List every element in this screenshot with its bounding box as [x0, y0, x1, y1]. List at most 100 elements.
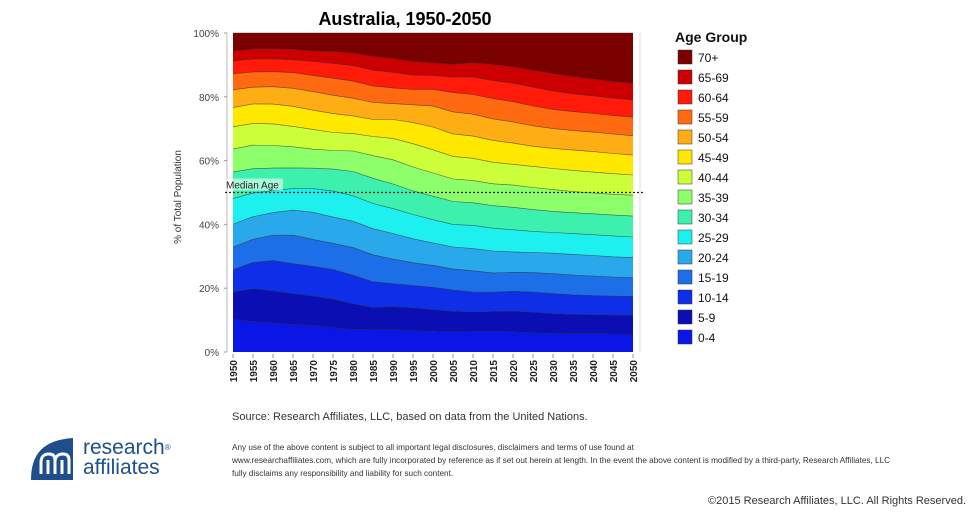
boundary-0-4 — [232, 319, 633, 335]
area-55-59 — [233, 71, 633, 136]
boundary-55-59 — [232, 71, 634, 118]
legend-label-25-29: 25-29 — [698, 231, 729, 245]
research-affiliates-logo: research® affiliates — [27, 434, 187, 486]
logo-line-2: affiliates — [83, 456, 160, 479]
legend-label-0-4: 0-4 — [698, 331, 716, 345]
legend-label-5-9: 5-9 — [698, 311, 716, 325]
boundary-15-19 — [232, 234, 634, 278]
legend-swatch-0-4 — [677, 329, 693, 345]
legend-swatch-40-44 — [677, 169, 693, 185]
legend-label-30-34: 30-34 — [698, 211, 729, 225]
area-70+ — [233, 33, 633, 84]
boundary-5-9 — [232, 288, 634, 316]
legend-label-35-39: 35-39 — [698, 191, 729, 205]
legend-title: Age Group — [675, 29, 747, 45]
legend-label-15-19: 15-19 — [698, 271, 729, 285]
legend: Age Group 70+ 65-69 60-64 55-59 50-54 45-49 40… — [675, 29, 747, 345]
area-30-34 — [233, 167, 633, 237]
x-tick-label: 1990 — [389, 360, 400, 383]
boundary-45-49 — [232, 103, 634, 156]
area-40-44 — [233, 123, 633, 196]
legend-swatch-50-54 — [677, 129, 693, 145]
y-tick-label: 40% — [199, 220, 219, 231]
x-tick-label: 1975 — [329, 360, 340, 383]
x-tick-label: 1985 — [369, 360, 380, 383]
x-tick-label: 2040 — [589, 360, 600, 383]
legend-label-50-54: 50-54 — [698, 131, 729, 145]
legend-swatch-70+ — [677, 49, 693, 65]
legend-label-20-24: 20-24 — [698, 251, 729, 265]
area-25-29 — [233, 188, 633, 258]
legend-label-55-59: 55-59 — [698, 111, 729, 125]
boundary-40-44 — [232, 123, 634, 176]
boundary-30-34 — [232, 167, 634, 217]
boundary-50-54 — [232, 86, 634, 137]
y-tick-label: 80% — [199, 93, 219, 104]
source-note: Source: Research Affiliates, LLC, based … — [232, 411, 588, 423]
disclaimer-line-3: fully disclaims any responsibility and l… — [232, 469, 454, 478]
legend-swatch-30-34 — [677, 209, 693, 225]
legend-swatch-15-19 — [677, 269, 693, 285]
boundary-65-69 — [232, 48, 634, 84]
x-tick-label: 1970 — [309, 360, 320, 383]
logo-mark-icon — [31, 438, 73, 480]
legend-swatch-45-49 — [677, 149, 693, 165]
plot-areas — [233, 33, 633, 352]
x-tick-label: 2050 — [629, 360, 640, 383]
boundary-20-24 — [232, 209, 634, 258]
median-age-label: Median Age — [226, 181, 279, 192]
legend-swatch-5-9 — [677, 309, 693, 325]
chart-title: Australia, 1950-2050 — [318, 9, 491, 29]
x-tick-label: 2025 — [529, 360, 540, 383]
boundary-35-39 — [232, 144, 634, 196]
copyright: ©2015 Research Affiliates, LLC. All Righ… — [708, 495, 966, 507]
boundary-25-29 — [232, 188, 634, 238]
disclaimer: Any use of the above content is subject … — [232, 441, 962, 480]
logo-line-1: research — [83, 436, 165, 459]
median-age-label-bg — [225, 178, 283, 191]
boundary-10-14 — [232, 260, 634, 297]
median-age-annotation: Median Age — [225, 178, 643, 194]
disclaimer-line-2: www.researchaffiliates.com, which are fu… — [232, 456, 891, 465]
x-tick-label: 1955 — [249, 360, 260, 383]
x-tick-label: 1995 — [409, 360, 420, 383]
legend-swatch-25-29 — [677, 229, 693, 245]
logo-registered-mark: ® — [164, 443, 171, 452]
y-tick-label: 100% — [193, 29, 219, 40]
area-35-39 — [233, 145, 633, 217]
y-axis-title: % of Total Population — [173, 150, 184, 244]
disclaimer-line-1: Any use of the above content is subject … — [232, 443, 634, 452]
area-15-19 — [233, 235, 633, 297]
x-tick-label: 2020 — [509, 360, 520, 383]
legend-swatch-20-24 — [677, 249, 693, 265]
x-axis: 1950 1955 1960 1965 1970 1975 1980 1985 1990 1995… — [229, 354, 640, 382]
x-tick-label: 1980 — [349, 360, 360, 383]
x-tick-label: 2035 — [569, 360, 580, 383]
legend-swatch-60-64 — [677, 89, 693, 105]
y-tick-label: 20% — [199, 284, 219, 295]
legend-label-70+: 70+ — [698, 51, 718, 65]
area-20-24 — [233, 210, 633, 278]
boundary-60-64 — [232, 58, 634, 101]
legend-label-10-14: 10-14 — [698, 291, 729, 305]
x-tick-label: 2010 — [469, 360, 480, 383]
y-tick-label: 60% — [199, 157, 219, 168]
x-tick-label: 2015 — [489, 360, 500, 383]
area-50-54 — [233, 86, 633, 156]
chart: Australia, 1950-2050 0%20%40%60%80%100% … — [173, 9, 747, 382]
legend-label-65-69: 65-69 — [698, 71, 729, 85]
legend-label-45-49: 45-49 — [698, 151, 729, 165]
x-tick-label: 1950 — [229, 360, 240, 383]
x-tick-label: 2030 — [549, 360, 560, 383]
x-tick-label: 2005 — [449, 360, 460, 383]
legend-label-40-44: 40-44 — [698, 171, 729, 185]
legend-label-60-64: 60-64 — [698, 91, 729, 105]
area-45-49 — [233, 103, 633, 175]
legend-swatch-35-39 — [677, 189, 693, 205]
x-tick-label: 2045 — [609, 360, 620, 383]
x-tick-label: 2000 — [429, 360, 440, 383]
x-tick-label: 1960 — [269, 360, 280, 383]
legend-swatch-65-69 — [677, 69, 693, 85]
plot-lines — [232, 32, 634, 335]
x-tick-label: 1965 — [289, 360, 300, 383]
